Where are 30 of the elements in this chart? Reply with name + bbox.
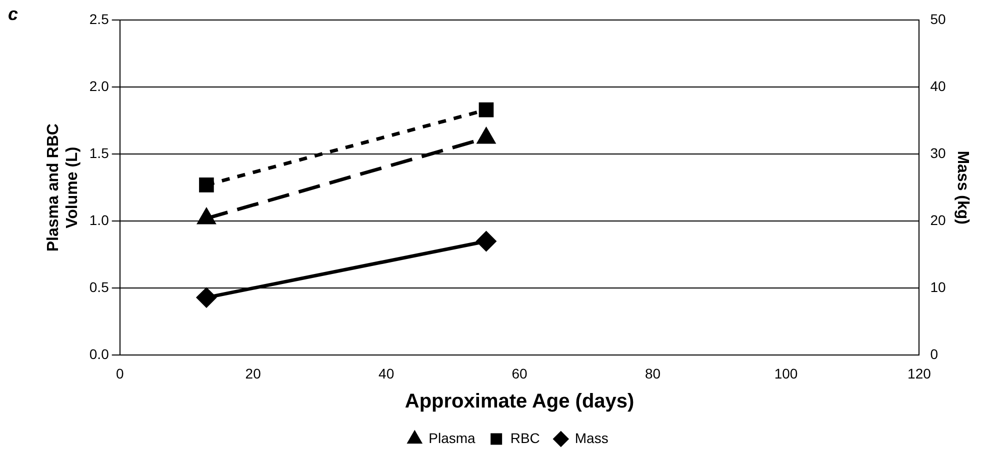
y-axis-title: Plasma and RBC Volume (L): [45, 123, 82, 252]
y-tick-label: 0.0: [89, 346, 110, 362]
x-tick-label: 80: [644, 365, 661, 382]
legend-label: Plasma: [428, 430, 476, 446]
y2-tick-label: 50: [930, 10, 946, 27]
y2-axis-title: Mass (kg): [954, 150, 971, 224]
x-tick-label: 40: [378, 365, 394, 382]
y-tick-label: 1.5: [89, 144, 110, 161]
x-tick-label: 60: [512, 365, 528, 382]
y-tick-label: 1.0: [89, 212, 110, 228]
y-tick-label: 2.0: [89, 78, 110, 94]
legend-label: RBC: [510, 430, 540, 446]
x-tick-label: 20: [245, 365, 262, 382]
y2-tick-label: 0: [930, 346, 938, 362]
y2-tick-label: 20: [930, 212, 946, 228]
x-tick-label: 120: [908, 365, 932, 382]
y2-tick-label: 30: [930, 144, 946, 161]
text: c: [8, 4, 18, 24]
point: [478, 102, 494, 118]
point: [478, 128, 495, 144]
legend-label: Mass: [574, 430, 608, 446]
x-axis-title: Approximate Age (days): [404, 390, 634, 413]
point: [199, 178, 214, 192]
y-tick-label: 2.5: [89, 10, 110, 27]
x-tick-label: 100: [774, 365, 798, 382]
point: [198, 208, 216, 224]
y-tick-label: 0.5: [89, 279, 110, 296]
x-tick-label: 0: [116, 365, 124, 382]
y2-tick-label: 10: [930, 279, 946, 296]
y2-tick-label: 40: [930, 78, 946, 94]
